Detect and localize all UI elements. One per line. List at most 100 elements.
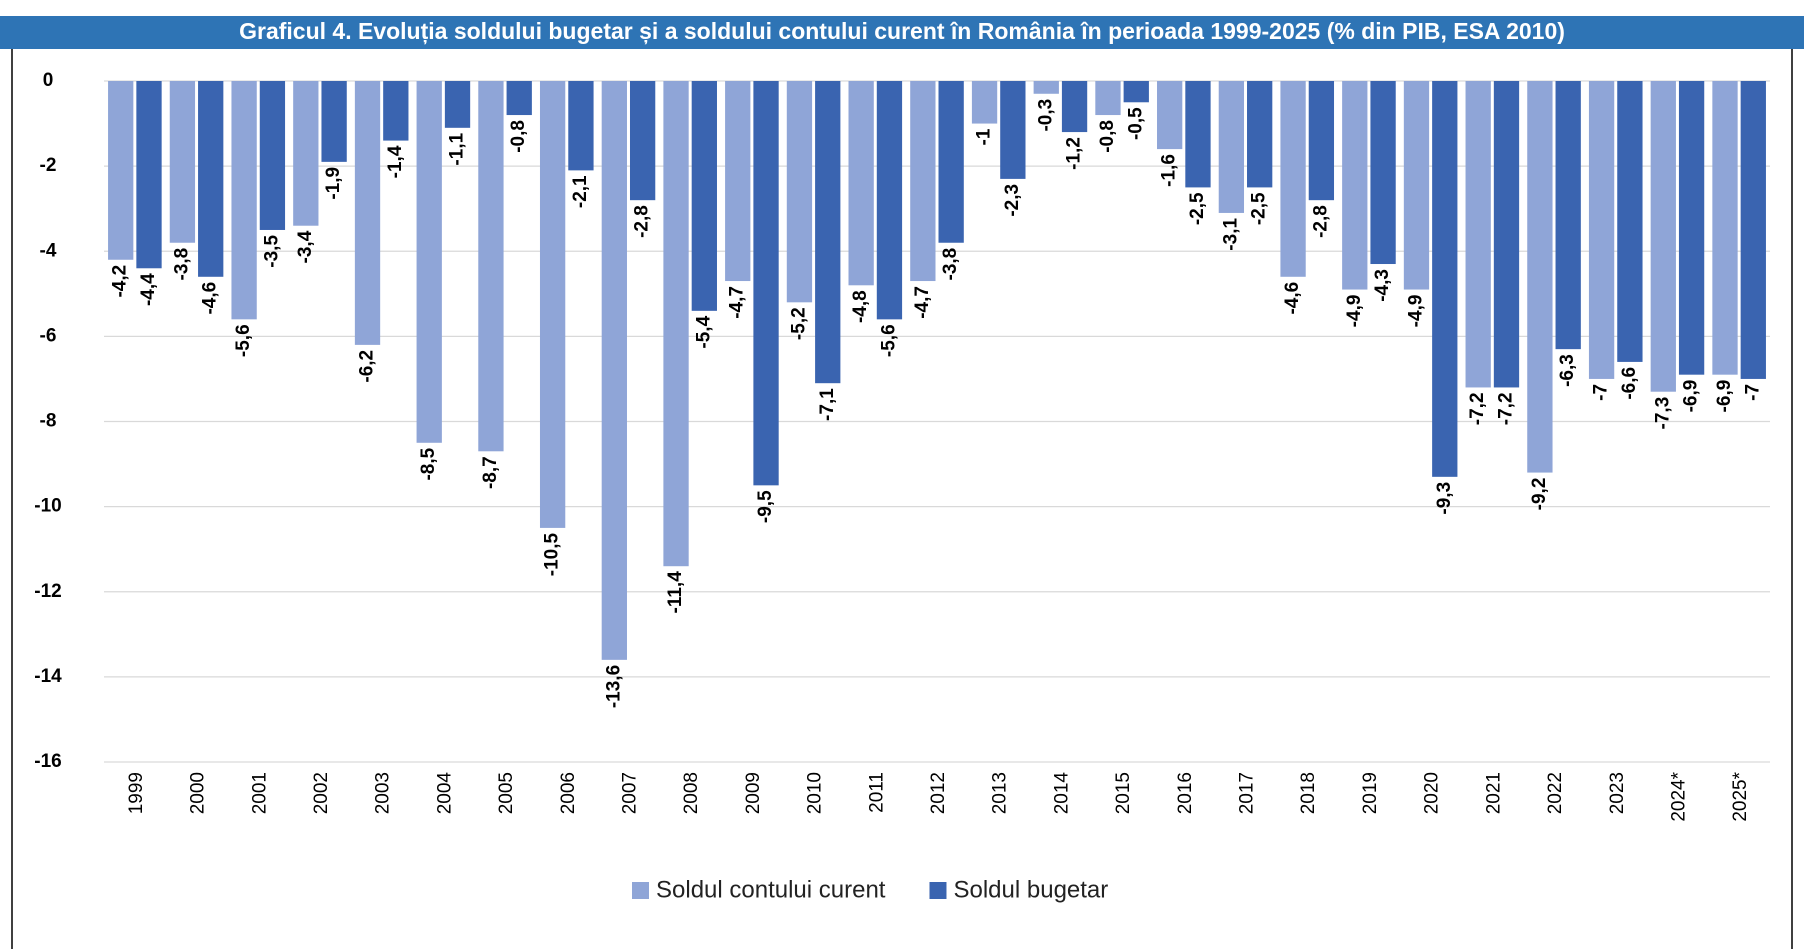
value-label: -3,4 — [295, 230, 316, 263]
x-tick-label: 2022 — [1545, 772, 1566, 814]
y-tick-label: -8 — [40, 411, 57, 432]
bar — [876, 81, 903, 320]
bar — [1555, 81, 1581, 350]
legend-label: Soldul bugetar — [953, 876, 1108, 903]
value-label: -3,1 — [1220, 218, 1241, 251]
bar — [1493, 81, 1520, 388]
value-label: -6,9 — [1714, 380, 1735, 413]
value-label: -1,4 — [385, 145, 406, 178]
value-label: -9,2 — [1529, 478, 1550, 511]
bar — [1185, 81, 1211, 188]
bar — [848, 81, 874, 286]
bar — [259, 81, 286, 230]
value-label: -0,3 — [1035, 99, 1056, 132]
bar — [971, 81, 998, 124]
chart-title: Graficul 4. Evoluția soldului bugetar și… — [239, 18, 1565, 45]
value-label: -1,1 — [447, 132, 468, 165]
x-tick-label: 2008 — [681, 772, 702, 814]
bar — [1033, 81, 1059, 94]
legend-swatch — [632, 882, 649, 899]
bar — [568, 81, 594, 171]
x-tick-label: 2004 — [434, 772, 455, 815]
value-label: -11,4 — [665, 571, 686, 614]
bar — [108, 81, 134, 260]
bar — [786, 81, 813, 303]
value-label: -9,3 — [1434, 482, 1455, 515]
x-tick-label: 2015 — [1113, 772, 1134, 814]
x-tick-label: 2011 — [866, 772, 887, 813]
value-label: -7 — [1742, 384, 1763, 401]
x-tick-label: 2012 — [928, 772, 949, 814]
bar — [1123, 81, 1149, 103]
value-label: -7,1 — [817, 388, 838, 421]
bar — [1342, 81, 1368, 290]
bar — [1650, 81, 1676, 392]
value-label: -0,5 — [1125, 107, 1146, 140]
x-tick-label: 2024* — [1668, 771, 1689, 821]
value-label: -4,6 — [1282, 282, 1303, 315]
x-tick-label: 2001 — [249, 772, 270, 814]
value-label: -7,2 — [1467, 392, 1488, 425]
bar — [1588, 81, 1615, 379]
bar — [1527, 81, 1553, 473]
x-tick-label: 2025* — [1730, 771, 1751, 821]
value-label: -13,6 — [603, 665, 624, 708]
value-label: -1 — [974, 128, 995, 145]
y-tick-label: -12 — [34, 581, 61, 602]
value-label: -3,8 — [940, 248, 961, 281]
x-tick-label: 2002 — [311, 772, 332, 814]
value-label: -7,3 — [1652, 397, 1673, 430]
y-tick-label: -6 — [40, 325, 57, 346]
value-label: -3,8 — [171, 248, 192, 281]
value-label: -1,2 — [1064, 137, 1085, 170]
bar — [1000, 81, 1026, 179]
x-tick-label: 2020 — [1422, 772, 1443, 814]
x-tick-label: 2000 — [188, 772, 209, 814]
bar — [1432, 81, 1458, 477]
bar — [1280, 81, 1306, 277]
bar — [478, 81, 504, 452]
title-bar — [0, 16, 1804, 49]
value-label: -0,8 — [508, 120, 529, 153]
value-label: -2,8 — [1310, 205, 1331, 238]
value-label: -4,8 — [850, 290, 871, 323]
value-label: -5,2 — [788, 307, 809, 340]
bar — [1740, 81, 1766, 379]
x-tick-label: 1999 — [126, 772, 147, 814]
bar — [1678, 81, 1705, 375]
value-label: -7,2 — [1495, 392, 1516, 425]
x-tick-label: 2003 — [373, 772, 394, 814]
bar — [444, 81, 471, 128]
x-tick-label: 2017 — [1237, 772, 1258, 814]
value-label: -10,5 — [542, 532, 563, 576]
bar — [198, 81, 224, 277]
value-label: -4,2 — [110, 265, 131, 298]
value-label: -0,8 — [1097, 120, 1118, 153]
y-tick-label: -4 — [40, 240, 57, 261]
bar — [1403, 81, 1430, 290]
bar — [354, 81, 381, 345]
value-label: -3,5 — [261, 235, 282, 268]
value-label: -1,9 — [323, 167, 344, 200]
value-label: -9,5 — [755, 490, 776, 523]
bar — [725, 81, 751, 282]
x-tick-label: 2007 — [619, 772, 640, 814]
value-label: -4,9 — [1405, 295, 1426, 328]
bar — [1370, 81, 1396, 265]
value-label: -2,8 — [632, 205, 653, 238]
value-label: -5,6 — [878, 324, 899, 357]
x-tick-label: 2010 — [805, 772, 826, 814]
value-label: -8,5 — [418, 447, 439, 480]
bar — [601, 81, 627, 660]
bar — [293, 81, 319, 226]
value-label: -4,7 — [912, 286, 933, 319]
legend-label: Soldul contului curent — [656, 876, 886, 903]
bar — [663, 81, 689, 567]
value-label: -6,6 — [1619, 367, 1640, 400]
bar — [815, 81, 841, 384]
x-tick-label: 2014 — [1051, 772, 1072, 815]
bar — [1218, 81, 1245, 213]
bar — [539, 81, 566, 528]
value-label: -2,3 — [1002, 184, 1023, 217]
